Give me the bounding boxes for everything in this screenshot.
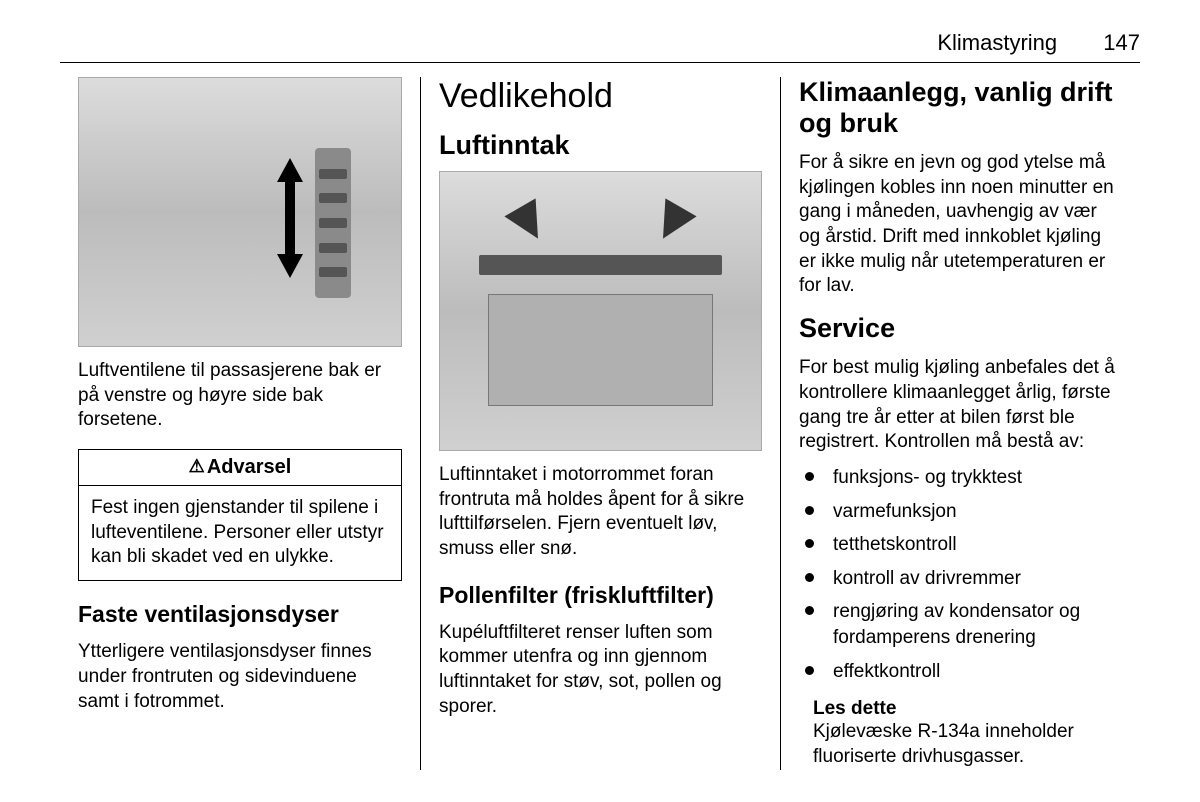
list-item: funksjons- og trykktest [799, 465, 1122, 491]
list-item: effektkontroll [799, 659, 1122, 685]
service-checklist: funksjons- og trykktest varmefunksjon te… [799, 465, 1122, 684]
page-header: Klimastyring 147 [60, 30, 1140, 63]
pollen-filter-text: Kupéluftfilteret renser luften som komme… [439, 621, 762, 720]
list-item: kontroll av drivremmer [799, 566, 1122, 592]
column-3: Klimaanlegg, vanlig drift og bruk For å … [780, 77, 1140, 770]
page-number: 147 [1103, 30, 1140, 55]
list-item: rengjøring av kondensator og fordamperen… [799, 599, 1122, 650]
column-1: Luftventilene til passasjerene bak er på… [60, 77, 420, 770]
warning-label: Advarsel [207, 456, 292, 478]
note-heading: Les dette [799, 698, 1122, 720]
ac-operation-heading: Klimaanlegg, vanlig drift og bruk [799, 77, 1122, 139]
section-title: Klimastyring [937, 30, 1057, 55]
column-2: Vedlikehold Luftinntak Luftinntaket i mo… [420, 77, 780, 770]
pollen-filter-heading: Pollenfilter (friskluftfilter) [439, 582, 762, 609]
intake-arrow-icon [504, 199, 553, 248]
maintenance-heading: Vedlikehold [439, 77, 762, 116]
ac-operation-text: For å sikre en jevn og god ytelse må kjø… [799, 151, 1122, 299]
fixed-vents-heading: Faste ventilasjonsdyser [78, 601, 402, 628]
rear-vent-description: Luftventilene til passasjerene bak er på… [78, 359, 402, 433]
warning-icon: ⚠ [189, 456, 205, 476]
warning-title: ⚠Advarsel [79, 450, 401, 486]
note-body: Kjølevæske R-134a inneholder fluoriserte… [799, 720, 1122, 769]
adjust-arrow-icon [275, 158, 305, 278]
service-intro-text: For best mulig kjøling anbefales det å k… [799, 356, 1122, 455]
warning-body: Fest ingen gjenstander til spilene i luf… [79, 486, 401, 580]
air-intake-text: Luftinntaket i motorrommet foran frontru… [439, 463, 762, 562]
list-item: tetthetskontroll [799, 532, 1122, 558]
air-intake-heading: Luftinntak [439, 130, 762, 161]
fixed-vents-text: Ytterligere ventilasjonsdyser finnes und… [78, 640, 402, 714]
engine-bay-illustration [439, 171, 762, 451]
warning-box: ⚠Advarsel Fest ingen gjenstander til spi… [78, 449, 402, 581]
content-columns: Luftventilene til passasjerene bak er på… [60, 77, 1140, 770]
rear-vent-illustration [78, 77, 402, 347]
list-item: varmefunksjon [799, 499, 1122, 525]
intake-arrow-icon [648, 199, 697, 248]
service-heading: Service [799, 313, 1122, 344]
vent-control-icon [315, 148, 351, 298]
